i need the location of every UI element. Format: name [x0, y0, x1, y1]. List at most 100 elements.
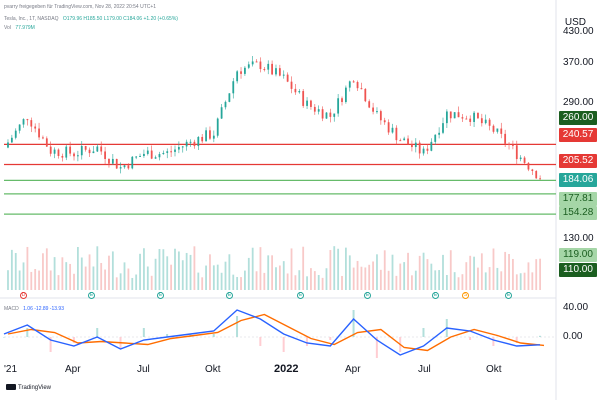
- volume-bar: [267, 255, 270, 290]
- candle-body: [162, 152, 165, 155]
- volume-bar: [30, 271, 33, 290]
- symbol-info: Tesla, Inc., 1T, NASDAQ O179.96 H185.50 …: [4, 16, 178, 22]
- split-marker[interactable]: S: [462, 292, 469, 299]
- earnings-marker[interactable]: E: [364, 292, 371, 299]
- candle-body: [104, 151, 106, 159]
- volume-bar: [240, 277, 242, 290]
- macd-histogram-bar: [3, 337, 5, 338]
- candle-body: [131, 156, 134, 169]
- volume-bar: [434, 270, 437, 290]
- earnings-marker[interactable]: E: [226, 292, 233, 299]
- volume-bar: [189, 254, 192, 290]
- volume-bar: [387, 270, 390, 290]
- volume-bar: [278, 265, 281, 290]
- volume-bar: [96, 246, 99, 290]
- candle-body: [508, 143, 510, 145]
- volume-bar: [539, 258, 541, 290]
- candle-body: [135, 156, 138, 158]
- candle-body: [399, 140, 402, 142]
- volume-bar: [259, 247, 262, 290]
- candle-body: [150, 150, 153, 159]
- macd-histogram-bar: [282, 337, 285, 352]
- volume-bar: [442, 254, 444, 290]
- volume-bar: [224, 261, 227, 290]
- earnings-marker[interactable]: E: [88, 292, 95, 299]
- candle-body: [267, 63, 270, 70]
- volume-bar: [174, 248, 176, 290]
- volume-bar: [42, 253, 44, 290]
- level-tag[interactable]: 119.00: [559, 248, 597, 262]
- candle-body: [504, 133, 507, 144]
- volume-bar: [395, 275, 398, 290]
- volume-bar: [34, 269, 37, 290]
- volume-bar: [76, 247, 79, 290]
- volume-bar: [185, 252, 188, 290]
- candle-body: [477, 112, 479, 119]
- candle-body: [177, 147, 180, 150]
- level-tag[interactable]: 240.57: [559, 128, 597, 142]
- volume-bar: [383, 250, 386, 290]
- candle-body: [453, 112, 456, 119]
- volume-bar: [216, 264, 219, 290]
- earnings-marker[interactable]: E: [297, 292, 304, 299]
- volume-bar: [426, 259, 429, 290]
- candle-body: [166, 151, 169, 153]
- volume-legend: Vol 77.979M: [4, 25, 35, 31]
- candle-body: [306, 100, 308, 106]
- time-tick: Apr: [345, 364, 361, 375]
- level-tag[interactable]: 177.81: [559, 192, 597, 206]
- volume-bar: [131, 277, 134, 290]
- volume-bar: [177, 251, 180, 290]
- volume-bar: [53, 257, 56, 290]
- earnings-marker[interactable]: E: [505, 292, 512, 299]
- candle-body: [438, 132, 441, 135]
- last-price-tag[interactable]: 184.06: [559, 173, 597, 187]
- volume-bar: [453, 272, 456, 290]
- candle-body: [189, 141, 192, 143]
- macd-histogram-bar: [142, 328, 145, 337]
- volume-bar: [244, 270, 246, 290]
- volume-bar: [154, 258, 157, 290]
- candle-body: [333, 113, 336, 117]
- candle-body: [76, 155, 79, 157]
- volume-bar: [69, 263, 72, 290]
- level-tag[interactable]: 110.00: [559, 263, 597, 277]
- candle-body: [42, 137, 44, 139]
- candle-body: [65, 146, 68, 158]
- volume-bar: [201, 277, 204, 290]
- candle-body: [461, 117, 464, 119]
- candle-body: [348, 81, 351, 88]
- level-tag[interactable]: 205.52: [559, 154, 597, 168]
- candle-body: [391, 127, 394, 133]
- level-tag[interactable]: 154.28: [559, 206, 597, 220]
- volume-bar: [247, 257, 250, 290]
- tradingview-logo[interactable]: TradingView: [6, 384, 51, 391]
- volume-bar: [123, 262, 126, 290]
- macd-line: [3, 309, 541, 356]
- earnings-marker[interactable]: E: [157, 292, 164, 299]
- candle-body: [383, 120, 386, 123]
- candle-body: [445, 111, 448, 124]
- vol-value: 77.979M: [15, 25, 35, 31]
- volume-bar: [139, 253, 141, 290]
- candle-body: [457, 112, 460, 118]
- volume-bar: [111, 251, 114, 290]
- candle-body: [395, 127, 398, 141]
- candle-body: [360, 88, 363, 90]
- dividend-marker[interactable]: D: [20, 292, 27, 299]
- volume-bar: [519, 273, 522, 290]
- volume-bar: [290, 248, 293, 290]
- candle-body: [92, 151, 95, 154]
- candle-body: [430, 141, 433, 151]
- earnings-marker[interactable]: E: [432, 292, 439, 299]
- candle-body: [414, 142, 417, 148]
- volume-bar: [457, 277, 460, 290]
- level-tag[interactable]: 260.00: [559, 111, 597, 125]
- volume-bar: [166, 256, 169, 290]
- candle-body: [473, 112, 475, 122]
- candle-body: [14, 130, 17, 138]
- volume-bar: [7, 270, 9, 290]
- candle-body: [282, 74, 285, 76]
